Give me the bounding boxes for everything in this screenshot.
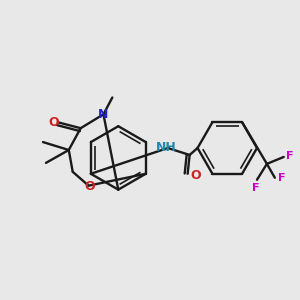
Text: F: F	[252, 183, 260, 193]
Text: F: F	[286, 151, 293, 161]
Text: N: N	[98, 108, 109, 121]
Text: O: O	[84, 180, 95, 193]
Text: O: O	[49, 116, 59, 129]
Text: O: O	[190, 169, 201, 182]
Text: F: F	[278, 173, 286, 183]
Text: NH: NH	[155, 140, 176, 154]
